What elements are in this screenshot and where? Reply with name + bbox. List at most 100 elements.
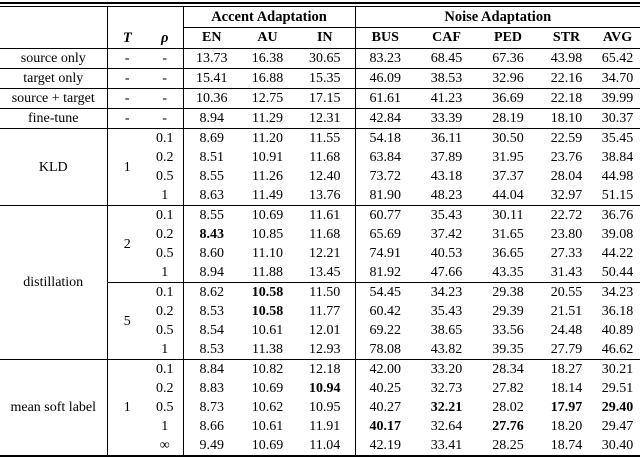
metric-value: 12.01 xyxy=(295,321,356,340)
t-value: 2 xyxy=(107,205,147,283)
metric-value: 23.80 xyxy=(550,227,583,242)
metric-value: 28.25 xyxy=(478,436,539,457)
metric-value: 10.69 xyxy=(251,208,284,223)
rho-value: - xyxy=(147,88,184,109)
metric-value: 31.95 xyxy=(492,150,524,165)
metric-value: 15.41 xyxy=(183,68,240,89)
metric-value: 68.45 xyxy=(415,48,479,69)
metric-value: 29.40 xyxy=(601,400,634,415)
metric-value: 12.31 xyxy=(295,108,356,129)
table-row: 0.2 8.43 10.85 11.68 65.69 37.42 31.65 23.80 39.… xyxy=(0,225,640,244)
rho-value: 0.5 xyxy=(147,244,184,263)
metric-value: 35.45 xyxy=(601,131,634,146)
rho-value: 0.1 xyxy=(147,359,184,379)
rho-value: 0.5 xyxy=(147,167,184,186)
rho-value: 1 xyxy=(147,186,184,206)
col-header-en: EN xyxy=(183,27,240,49)
metric-value: 24.48 xyxy=(550,323,583,338)
metric-value: 8.51 xyxy=(199,150,225,165)
metric-value: 39.08 xyxy=(601,227,634,242)
metric-value: 11.10 xyxy=(252,246,283,261)
metric-value: 8.53 xyxy=(199,304,225,319)
metric-value: 46.62 xyxy=(595,340,640,360)
group-header-row: Accent Adaptation Noise Adaptation xyxy=(0,6,640,28)
metric-value: 40.27 xyxy=(369,400,402,415)
table-row: 1 8.66 10.61 11.91 40.17 32.64 27.76 18.20 29.47 xyxy=(0,417,640,436)
t-value: - xyxy=(107,68,147,89)
metric-value: 10.94 xyxy=(295,379,356,398)
metric-value: 43.18 xyxy=(430,169,463,184)
metric-value: 34.23 xyxy=(601,285,634,300)
metric-value: 36.65 xyxy=(492,246,524,261)
metric-value: 30.50 xyxy=(492,131,524,146)
label-blank-cell xyxy=(0,27,108,49)
rho-value: 0.5 xyxy=(147,321,184,340)
metric-value: 10.36 xyxy=(183,88,240,109)
metric-value: 11.20 xyxy=(252,131,283,146)
metric-value: 73.72 xyxy=(369,169,402,184)
metric-value: 43.35 xyxy=(478,263,539,283)
metric-value: 37.37 xyxy=(492,169,524,184)
metric-value: 11.91 xyxy=(295,417,356,436)
rho-value: 0.1 xyxy=(147,205,184,225)
metric-value: 11.88 xyxy=(240,263,295,283)
table-row: 0.2 8.53 10.58 11.77 60.42 35.43 29.39 21.51 36.… xyxy=(0,302,640,321)
table-row: 0.5 8.55 11.26 12.40 73.72 43.18 37.37 28.04 44.… xyxy=(0,167,640,186)
accent-adaptation-header: Accent Adaptation xyxy=(183,6,356,28)
metric-value: 17.15 xyxy=(295,88,356,109)
rho-value: 0.1 xyxy=(147,282,184,302)
metric-value: 32.64 xyxy=(430,419,463,434)
metric-value: 11.68 xyxy=(295,148,356,167)
metric-value: 36.11 xyxy=(431,131,463,146)
table-body: source only - -13.73 16.38 30.65 83.23 68.45 67… xyxy=(0,48,640,457)
table-row: 1 8.94 11.88 13.45 81.92 47.66 43.35 31.43 50.44 xyxy=(0,263,640,283)
table-row: 1 8.53 11.38 12.93 78.08 43.82 39.35 27.79 46.62 xyxy=(0,340,640,360)
metric-value: 30.40 xyxy=(595,436,640,457)
metric-value: 29.47 xyxy=(601,419,634,434)
metric-value: 27.79 xyxy=(538,340,596,360)
metric-value: 11.38 xyxy=(240,340,295,360)
metric-value: 8.83 xyxy=(199,381,225,396)
metric-value: 12.75 xyxy=(240,88,295,109)
metric-value: 50.44 xyxy=(595,263,640,283)
table-row: 0.2 8.83 10.69 10.94 40.25 32.73 27.82 18.14 29.… xyxy=(0,379,640,398)
metric-value: 10.69 xyxy=(240,436,295,457)
metric-value: 18.74 xyxy=(538,436,596,457)
method-label: distillation xyxy=(0,205,108,360)
metric-value: 12.21 xyxy=(295,244,356,263)
t-value: - xyxy=(107,48,147,69)
metric-value: 11.49 xyxy=(240,186,295,206)
metric-value: 22.16 xyxy=(538,68,596,89)
table-row: source + target - -10.36 12.75 17.15 61.61 41.… xyxy=(0,88,640,109)
metric-value: 8.54 xyxy=(199,323,225,338)
col-header-caf: CAF xyxy=(415,27,479,49)
table-row: 0.2 8.51 10.91 11.68 63.84 37.89 31.95 23.76 38.… xyxy=(0,148,640,167)
metric-value: 10.91 xyxy=(251,150,284,165)
col-header-au: AU xyxy=(240,27,295,49)
col-header-avg: AVG xyxy=(595,27,640,49)
metric-value: 36.69 xyxy=(478,88,539,109)
metric-value: 28.34 xyxy=(492,362,524,377)
metric-value: 29.38 xyxy=(492,285,524,300)
metric-value: 13.73 xyxy=(183,48,240,69)
metric-value: 44.98 xyxy=(601,169,634,184)
metric-value: 27.76 xyxy=(492,419,524,434)
metric-value: 8.63 xyxy=(183,186,240,206)
rho-value: - xyxy=(147,108,184,129)
table-row: distillation 2 0.1 8.55 10.69 11.61 60.77 35.43… xyxy=(0,205,640,360)
metric-value: 32.21 xyxy=(430,400,463,415)
metric-value: 54.45 xyxy=(369,285,402,300)
metric-value: 8.55 xyxy=(199,169,225,184)
metric-value: 10.82 xyxy=(251,362,284,377)
metric-value: 32.96 xyxy=(478,68,539,89)
metric-value: 8.84 xyxy=(199,362,225,377)
metric-value: 22.59 xyxy=(550,131,583,146)
metric-value: 32.97 xyxy=(538,186,596,206)
col-header-str: STR xyxy=(538,27,596,49)
metric-value: 42.84 xyxy=(355,108,416,129)
metric-value: 33.39 xyxy=(415,108,479,129)
metric-value: 28.19 xyxy=(478,108,539,129)
metric-value: 40.25 xyxy=(369,381,402,396)
rho-header: ρ xyxy=(147,27,184,49)
table-row: 5 0.1 8.62 10.58 11.50 54.45 34.23 29.38 20.55 34… xyxy=(0,282,640,360)
